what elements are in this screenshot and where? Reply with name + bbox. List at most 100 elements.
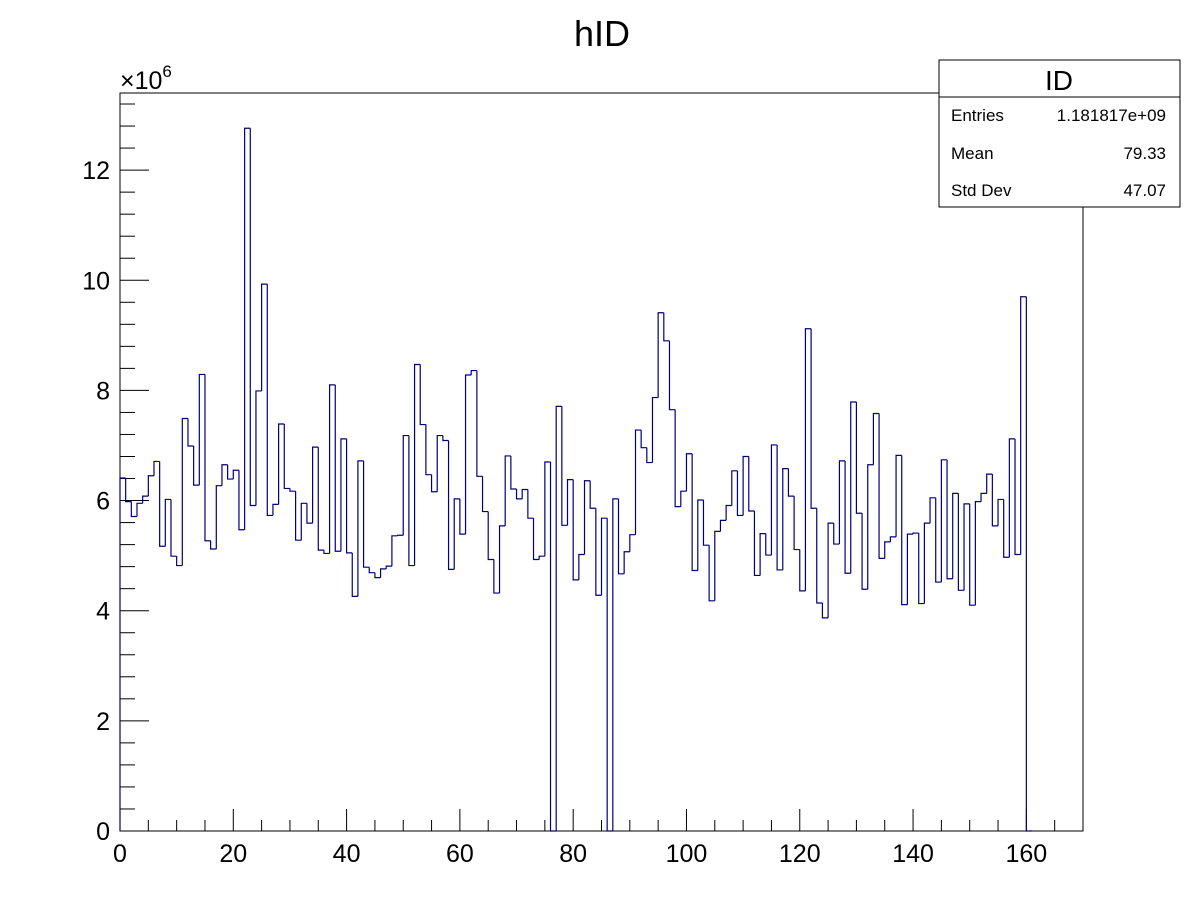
histogram-bin bbox=[634, 429, 642, 535]
histogram-bin bbox=[527, 489, 534, 519]
histogram-bin bbox=[289, 488, 296, 492]
histogram-bin bbox=[312, 446, 319, 524]
histogram-bin bbox=[753, 511, 761, 577]
histogram-bin bbox=[651, 396, 659, 463]
histogram-bin bbox=[261, 283, 268, 391]
histogram-bin bbox=[855, 401, 863, 514]
histogram-bin bbox=[425, 424, 432, 476]
histogram-bin bbox=[867, 464, 874, 590]
x-tick-label: 140 bbox=[892, 840, 934, 868]
histogram-bin bbox=[153, 460, 160, 476]
histogram-bin bbox=[244, 127, 251, 530]
histogram-bin bbox=[1025, 296, 1033, 832]
histogram-bin bbox=[623, 551, 630, 574]
histogram-bin bbox=[334, 384, 341, 552]
histogram-bin bbox=[544, 461, 551, 557]
histogram-bin bbox=[589, 480, 596, 509]
stats-box-title: ID bbox=[1045, 65, 1073, 96]
histogram-bin bbox=[906, 533, 914, 605]
histogram-bin bbox=[402, 434, 409, 536]
x-tick-label: 80 bbox=[559, 840, 587, 868]
x-tick-label: 60 bbox=[446, 840, 474, 868]
histogram-bin bbox=[238, 470, 245, 531]
y-tick-label: 4 bbox=[96, 598, 110, 626]
histogram-series bbox=[119, 127, 1033, 832]
histogram-bin bbox=[481, 476, 489, 513]
histogram-bin bbox=[691, 453, 698, 572]
histogram-bin bbox=[997, 498, 1004, 526]
histogram-bin bbox=[351, 552, 358, 597]
histogram-bin bbox=[357, 460, 364, 597]
histogram-bin bbox=[464, 374, 472, 535]
y-multiplier-base: ×10 bbox=[120, 67, 162, 95]
y-multiplier-exponent: 6 bbox=[162, 62, 171, 81]
histogram-bin bbox=[306, 503, 313, 524]
histogram-bin bbox=[583, 480, 591, 555]
histogram-bin bbox=[572, 479, 579, 581]
stats-box: ID Entries 1.181817e+09 Mean 79.33 Std D… bbox=[938, 59, 1181, 208]
y-tick-label: 2 bbox=[96, 708, 110, 736]
x-tick-label: 160 bbox=[1005, 840, 1047, 868]
histogram-bin bbox=[295, 491, 302, 541]
histogram-bin bbox=[969, 503, 976, 606]
y-tick-label: 6 bbox=[96, 488, 110, 516]
histogram-bin bbox=[391, 535, 398, 567]
histogram-bin bbox=[119, 477, 126, 831]
histogram-bin bbox=[1020, 296, 1027, 555]
histogram-bin bbox=[833, 523, 840, 545]
histogram-bin bbox=[323, 550, 330, 555]
histogram-bin bbox=[963, 503, 970, 591]
histogram-bin bbox=[804, 328, 812, 591]
histogram-bin bbox=[776, 444, 783, 571]
histogram-bin bbox=[125, 477, 132, 503]
histogram-bin bbox=[719, 519, 727, 532]
histogram-bin bbox=[986, 473, 993, 494]
histogram-bin bbox=[742, 455, 749, 516]
histogram-bin bbox=[272, 503, 279, 516]
histogram-bin bbox=[498, 525, 506, 594]
histogram-bin bbox=[300, 502, 307, 541]
histogram-bin bbox=[646, 447, 653, 464]
stats-stddev-value: 47.07 bbox=[1123, 181, 1166, 200]
histogram-bin bbox=[657, 312, 664, 398]
histogram-bin bbox=[702, 500, 710, 546]
histogram-bin bbox=[136, 502, 143, 517]
histogram-bin bbox=[640, 430, 647, 449]
histogram-bin bbox=[345, 438, 353, 554]
histogram-bin bbox=[493, 559, 500, 594]
histogram-bin bbox=[555, 405, 562, 831]
histogram-bin bbox=[181, 417, 188, 566]
histogram-bin bbox=[940, 459, 948, 583]
histogram-bin bbox=[770, 444, 778, 556]
histogram-bin bbox=[685, 453, 693, 492]
x-tick-label: 100 bbox=[666, 840, 708, 868]
histogram-bin bbox=[159, 461, 166, 547]
histogram-bin bbox=[663, 312, 670, 342]
histogram-bin bbox=[674, 409, 681, 508]
histogram-bin bbox=[249, 128, 256, 507]
histogram-bin bbox=[278, 423, 285, 505]
histogram-bin bbox=[1014, 438, 1021, 556]
histogram-bin bbox=[430, 474, 438, 493]
histogram-bin bbox=[215, 485, 222, 550]
y-axis: 0 2 4 6 8 10 12 bbox=[82, 103, 149, 846]
histogram-bin bbox=[929, 497, 936, 524]
histogram-bin bbox=[918, 533, 925, 605]
histogram-bin bbox=[765, 533, 772, 556]
histogram-bin bbox=[991, 474, 999, 527]
histogram-bin bbox=[606, 518, 613, 832]
histogram-bin bbox=[935, 497, 942, 583]
histogram-bin bbox=[396, 534, 404, 536]
histogram-bin bbox=[368, 567, 375, 574]
histogram-bin bbox=[1003, 499, 1010, 558]
histogram-bin bbox=[419, 364, 426, 426]
histogram-bin bbox=[283, 423, 290, 490]
chart-title: hID bbox=[574, 13, 630, 54]
histogram-bin bbox=[198, 373, 205, 486]
histogram-bin bbox=[810, 328, 817, 509]
histogram-bin bbox=[362, 460, 370, 568]
histogram-bin bbox=[470, 369, 477, 375]
histogram-bin bbox=[317, 447, 324, 551]
histogram-bin bbox=[227, 464, 234, 480]
histogram-bin bbox=[210, 540, 217, 550]
